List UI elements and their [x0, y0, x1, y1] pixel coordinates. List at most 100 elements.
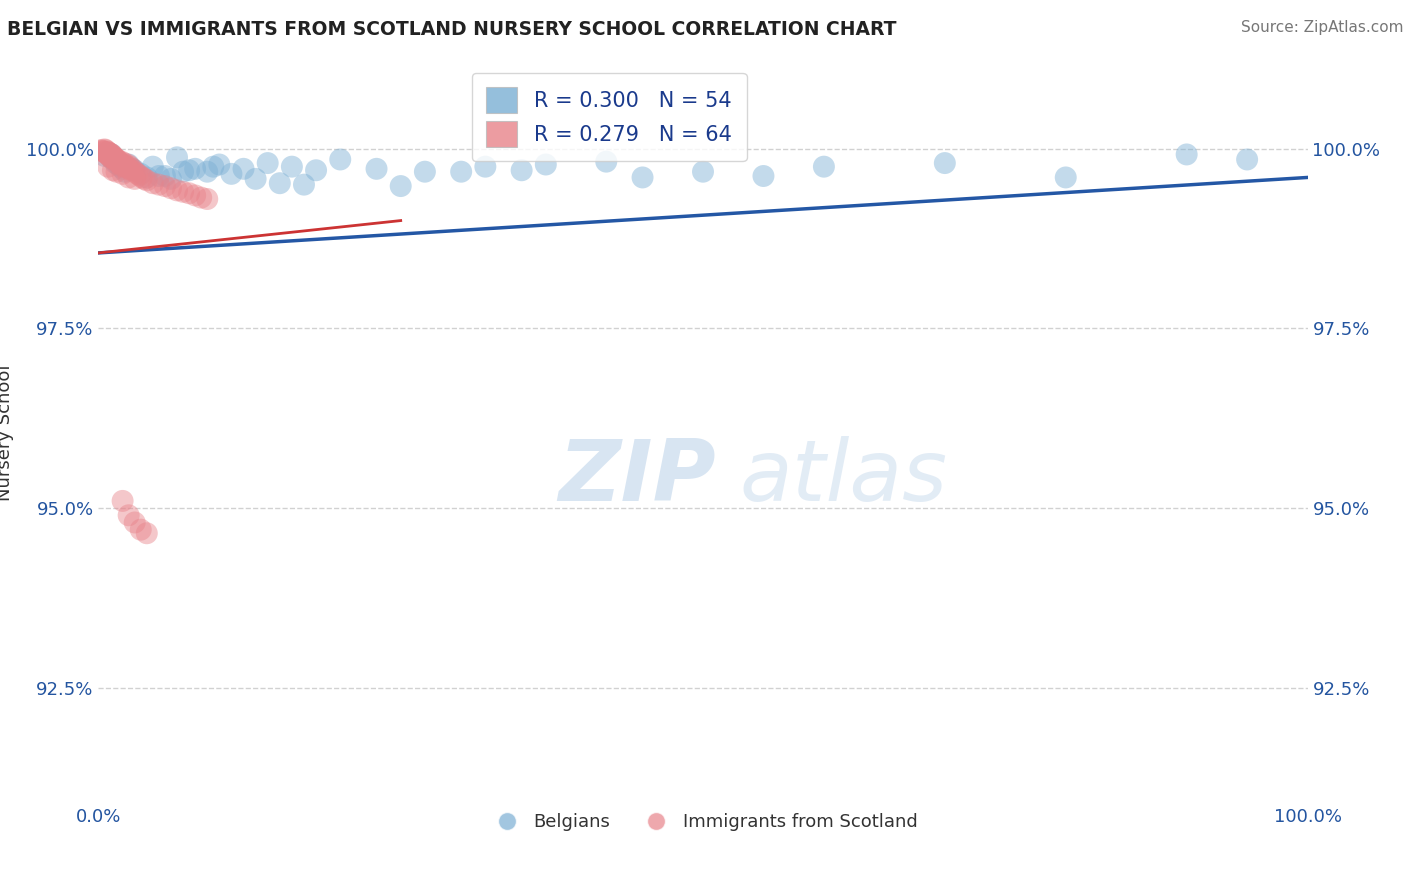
Point: [91, 144, 114, 158]
Point: [108, 156, 131, 170]
Point: [128, 169, 150, 183]
Point: [184, 188, 207, 202]
Point: [118, 170, 141, 185]
Point: [93, 145, 115, 160]
Point: [121, 161, 143, 176]
Point: [97, 145, 120, 160]
Point: [93, 149, 115, 163]
Point: [269, 176, 291, 190]
Point: [124, 172, 146, 186]
Point: [221, 167, 243, 181]
Point: [172, 164, 194, 178]
Point: [124, 163, 146, 178]
Point: [190, 190, 212, 204]
Point: [112, 156, 135, 170]
Point: [118, 160, 141, 174]
Point: [111, 157, 134, 171]
Text: BELGIAN VS IMMIGRANTS FROM SCOTLAND NURSERY SCHOOL CORRELATION CHART: BELGIAN VS IMMIGRANTS FROM SCOTLAND NURS…: [7, 20, 897, 38]
Point: [166, 150, 188, 164]
Point: [96, 145, 118, 160]
Point: [172, 185, 194, 199]
Point: [105, 153, 128, 167]
Point: [934, 156, 956, 170]
Point: [111, 161, 134, 176]
Point: [100, 150, 122, 164]
Point: [129, 167, 152, 181]
Point: [111, 167, 134, 181]
Point: [142, 176, 165, 190]
Point: [103, 151, 125, 165]
Point: [96, 145, 118, 159]
Point: [142, 160, 165, 174]
Point: [100, 147, 122, 161]
Point: [110, 154, 132, 169]
Point: [100, 151, 122, 165]
Point: [202, 160, 225, 174]
Point: [100, 146, 122, 161]
Point: [93, 143, 115, 157]
Point: [450, 164, 472, 178]
Legend: Belgians, Immigrants from Scotland: Belgians, Immigrants from Scotland: [481, 805, 925, 838]
Y-axis label: Nursery School: Nursery School: [0, 364, 14, 501]
Point: [118, 508, 141, 523]
Point: [389, 179, 412, 194]
Point: [108, 157, 131, 171]
Point: [115, 160, 138, 174]
Point: [153, 179, 176, 194]
Point: [1175, 147, 1198, 161]
Point: [118, 161, 141, 176]
Point: [195, 192, 218, 206]
Point: [98, 146, 121, 161]
Point: [292, 178, 315, 192]
Point: [184, 161, 207, 176]
Point: [118, 157, 141, 171]
Point: [98, 149, 121, 163]
Point: [510, 163, 533, 178]
Point: [94, 143, 117, 157]
Point: [329, 153, 352, 167]
Point: [692, 164, 714, 178]
Point: [96, 146, 118, 161]
Point: [90, 143, 112, 157]
Text: ZIP: ZIP: [558, 435, 716, 518]
Point: [256, 156, 278, 170]
Point: [105, 164, 128, 178]
Point: [100, 147, 122, 161]
Point: [245, 172, 267, 186]
Point: [104, 151, 127, 165]
Point: [120, 163, 142, 178]
Point: [101, 153, 124, 167]
Point: [108, 160, 131, 174]
Point: [813, 160, 835, 174]
Point: [124, 164, 146, 178]
Point: [232, 161, 254, 176]
Point: [91, 145, 114, 159]
Point: [179, 163, 201, 178]
Point: [129, 523, 152, 537]
Point: [97, 160, 120, 174]
Point: [134, 172, 156, 186]
Point: [103, 153, 125, 167]
Point: [474, 160, 496, 174]
Point: [114, 158, 136, 172]
Point: [413, 164, 436, 178]
Point: [100, 150, 122, 164]
Point: [135, 170, 157, 185]
Point: [105, 154, 128, 169]
Point: [98, 146, 121, 161]
Point: [127, 167, 149, 181]
Point: [124, 516, 146, 530]
Point: [208, 157, 231, 171]
Point: [1236, 153, 1258, 167]
Text: Source: ZipAtlas.com: Source: ZipAtlas.com: [1240, 20, 1403, 35]
Point: [595, 154, 617, 169]
Point: [135, 526, 157, 541]
Point: [111, 160, 134, 174]
Point: [97, 147, 120, 161]
Point: [534, 157, 557, 171]
Point: [148, 178, 170, 192]
Point: [111, 494, 134, 508]
Point: [153, 169, 176, 183]
Point: [108, 154, 131, 169]
Point: [148, 169, 170, 183]
